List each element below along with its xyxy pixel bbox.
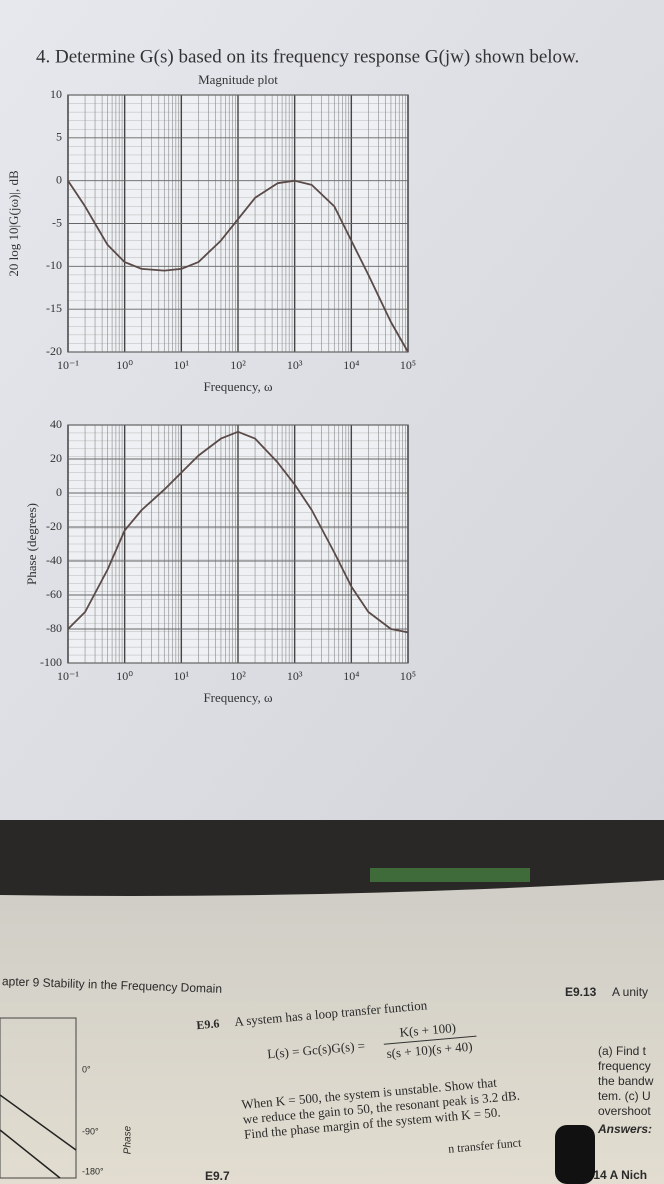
x-tick-label: 10⁰	[116, 358, 133, 372]
charts: 10⁻¹ 10⁰ 10¹ 10² 10³ 10⁴ 10⁵ -20 -15 -10 -5 0 5 10 Mag…	[6, 72, 416, 705]
x-tick-label: 10²	[230, 669, 246, 683]
x-tick-label: 10⁵	[400, 358, 416, 372]
fraction-bar	[383, 1035, 477, 1045]
y-tick-label: 5	[56, 130, 62, 144]
object	[555, 1125, 595, 1184]
exercise-number: E9.6	[196, 1016, 220, 1032]
tick-label: -90°	[82, 1126, 99, 1136]
x-tick-label: 10³	[287, 358, 303, 372]
y-tick-label: -20	[46, 344, 62, 358]
book-text-line: overshoot	[598, 1104, 651, 1118]
y-tick-label: 10	[50, 87, 62, 101]
x-tick-label: 10⁴	[343, 669, 359, 683]
axis-label: Phase	[123, 1125, 134, 1154]
x-tick-label: 10⁰	[116, 669, 133, 683]
y-tick-label: -5	[52, 215, 62, 229]
y-axis-label: 20 log 10|G(jω)|, dB	[6, 170, 21, 277]
equation: K(s + 100)	[399, 1020, 457, 1040]
x-tick-label: 10²	[230, 358, 246, 372]
small-plot	[0, 1017, 77, 1179]
y-tick-label: 0	[56, 172, 62, 186]
x-tick-label: 10⁵	[400, 669, 416, 683]
x-tick-label: 10⁻¹	[57, 669, 79, 683]
book-text-line: Answers:	[597, 1122, 652, 1136]
x-tick-label: 10¹	[174, 358, 190, 372]
x-axis-label: Frequency, ω	[203, 690, 273, 705]
y-tick-label: 0	[56, 485, 62, 499]
x-tick-label: 10¹	[174, 669, 190, 683]
tick-label: -180°	[82, 1166, 104, 1176]
equation: s(s + 10)(s + 40)	[386, 1039, 473, 1061]
tick-label: 0°	[82, 1064, 91, 1074]
y-axis-label: Phase (degrees)	[24, 503, 39, 585]
book-page	[0, 880, 664, 1184]
book-text-line: .14 A Nich	[590, 1168, 647, 1182]
y-tick-label: -10	[46, 258, 62, 272]
book-text-line: tem. (c) U	[598, 1089, 651, 1103]
y-tick-label: 40	[50, 417, 62, 431]
y-tick-label: -80	[46, 621, 62, 635]
y-tick-label: -100	[40, 655, 62, 669]
book-text-line: A unity	[612, 985, 648, 999]
book-text-line: n transfer funct	[448, 1135, 523, 1155]
x-axis-label: Frequency, ω	[203, 379, 273, 394]
book-text-line: frequency	[598, 1059, 651, 1073]
x-tick-label: 10⁴	[343, 358, 359, 372]
chart-title: Magnitude plot	[198, 72, 278, 87]
exercise-number: E9.7	[205, 1169, 230, 1183]
curve	[67, 179, 409, 353]
x-tick-label: 10³	[287, 669, 303, 683]
exercise-number: E9.13	[565, 985, 597, 999]
bookmark	[370, 868, 530, 882]
y-tick-label: -20	[46, 519, 62, 533]
book-text-line: the bandw	[598, 1074, 654, 1088]
small-plot-curve	[0, 1094, 77, 1179]
heading: 4. Determine G(s) based on its frequency…	[36, 46, 579, 67]
y-tick-label: 20	[50, 451, 62, 465]
y-tick-label: -15	[46, 301, 62, 315]
y-tick-label: -40	[46, 553, 62, 567]
curve	[67, 430, 409, 634]
x-tick-label: 10⁻¹	[57, 358, 79, 372]
y-tick-label: -60	[46, 587, 62, 601]
book-text-line: (a) Find t	[598, 1044, 647, 1058]
